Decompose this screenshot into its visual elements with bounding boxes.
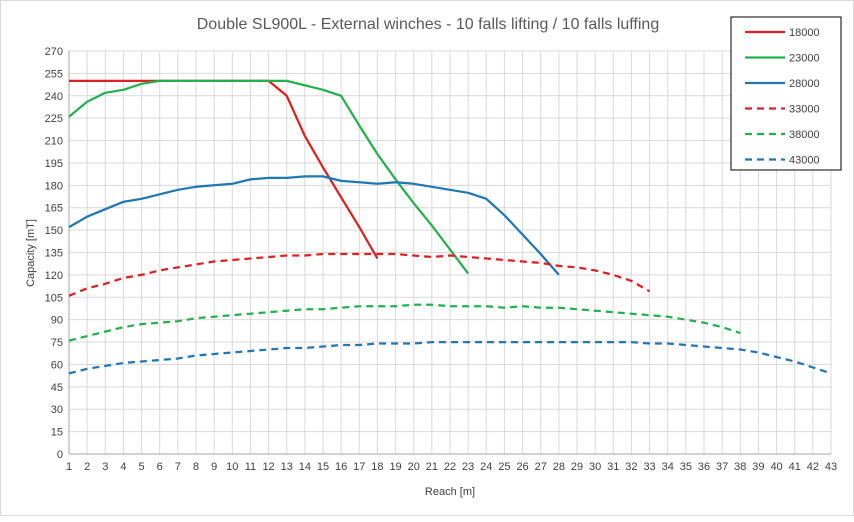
x-tick-label: 35 [680, 461, 692, 473]
series-line-43000 [68, 340, 832, 375]
x-tick-label: 17 [353, 461, 365, 473]
x-tick-label: 11 [245, 461, 256, 473]
y-tick-label: 225 [45, 113, 63, 125]
series-line-38000 [68, 303, 741, 342]
x-axis-label: Reach [m] [425, 486, 475, 498]
x-tick-label: 34 [662, 461, 674, 473]
y-tick-label: 150 [45, 225, 63, 237]
x-tick-label: 27 [535, 461, 547, 473]
x-tick-label: 38 [734, 461, 746, 473]
x-tick-label: 1 [66, 461, 72, 473]
x-tick-label: 9 [211, 461, 217, 473]
y-tick-label: 75 [51, 337, 63, 349]
legend-label: 18000 [789, 27, 820, 39]
axis-ticks: 0153045607590105120135150165180195210225… [45, 46, 837, 473]
legend-label: 28000 [789, 78, 820, 90]
x-tick-label: 2 [84, 461, 90, 473]
y-tick-label: 45 [51, 382, 63, 394]
y-tick-label: 90 [51, 315, 63, 327]
x-tick-label: 30 [589, 461, 601, 473]
x-tick-label: 32 [625, 461, 637, 473]
x-tick-label: 42 [807, 461, 819, 473]
y-tick-label: 120 [45, 270, 63, 282]
y-tick-label: 0 [57, 449, 63, 461]
series-line-33000 [68, 252, 651, 297]
y-tick-label: 210 [45, 136, 63, 148]
x-tick-label: 6 [157, 461, 163, 473]
chart-title: Double SL900L - External winches - 10 fa… [197, 16, 659, 33]
x-tick-label: 25 [498, 461, 510, 473]
x-tick-label: 41 [789, 461, 801, 473]
y-tick-label: 15 [51, 427, 63, 439]
x-tick-label: 5 [139, 461, 145, 473]
y-tick-label: 195 [45, 158, 63, 170]
x-tick-label: 14 [299, 461, 311, 473]
x-tick-label: 16 [335, 461, 347, 473]
series-line-23000 [68, 79, 469, 275]
x-tick-label: 24 [480, 461, 492, 473]
x-tick-label: 10 [226, 461, 238, 473]
y-tick-label: 135 [45, 248, 63, 260]
x-tick-label: 29 [571, 461, 583, 473]
y-tick-label: 240 [45, 91, 63, 103]
y-tick-label: 105 [45, 292, 63, 304]
x-tick-label: 36 [698, 461, 710, 473]
x-tick-label: 31 [607, 461, 619, 473]
legend-box [730, 16, 842, 171]
x-tick-label: 13 [281, 461, 293, 473]
y-tick-label: 270 [45, 46, 63, 58]
x-tick-label: 18 [371, 461, 383, 473]
y-tick-label: 60 [51, 359, 63, 371]
legend-label: 43000 [789, 155, 820, 167]
x-tick-label: 4 [120, 461, 126, 473]
x-tick-label: 40 [770, 461, 782, 473]
x-tick-label: 21 [426, 461, 438, 473]
x-tick-label: 8 [193, 461, 199, 473]
y-tick-label: 30 [51, 404, 63, 416]
y-tick-label: 180 [45, 180, 63, 192]
x-tick-label: 33 [643, 461, 655, 473]
series-line-28000 [68, 175, 560, 276]
x-tick-label: 20 [408, 461, 420, 473]
legend: 18000 23000 28000 33000 38000 43000 [730, 16, 842, 171]
x-tick-label: 3 [102, 461, 108, 473]
legend-label: 38000 [789, 129, 820, 141]
legend-label: 23000 [789, 53, 820, 65]
x-tick-label: 12 [262, 461, 274, 473]
series-lines [68, 79, 832, 375]
x-tick-label: 43 [825, 461, 837, 473]
y-tick-label: 165 [45, 203, 63, 215]
x-tick-label: 22 [444, 461, 456, 473]
x-tick-label: 19 [389, 461, 401, 473]
x-tick-label: 37 [716, 461, 728, 473]
y-tick-label: 255 [45, 68, 63, 80]
x-tick-label: 39 [752, 461, 764, 473]
x-tick-label: 7 [175, 461, 181, 473]
legend-label: 33000 [789, 104, 820, 116]
x-tick-label: 15 [317, 461, 329, 473]
x-tick-label: 23 [462, 461, 474, 473]
y-axis-label: Capacity [mT] [25, 219, 37, 287]
x-tick-label: 26 [516, 461, 528, 473]
x-tick-label: 28 [553, 461, 565, 473]
